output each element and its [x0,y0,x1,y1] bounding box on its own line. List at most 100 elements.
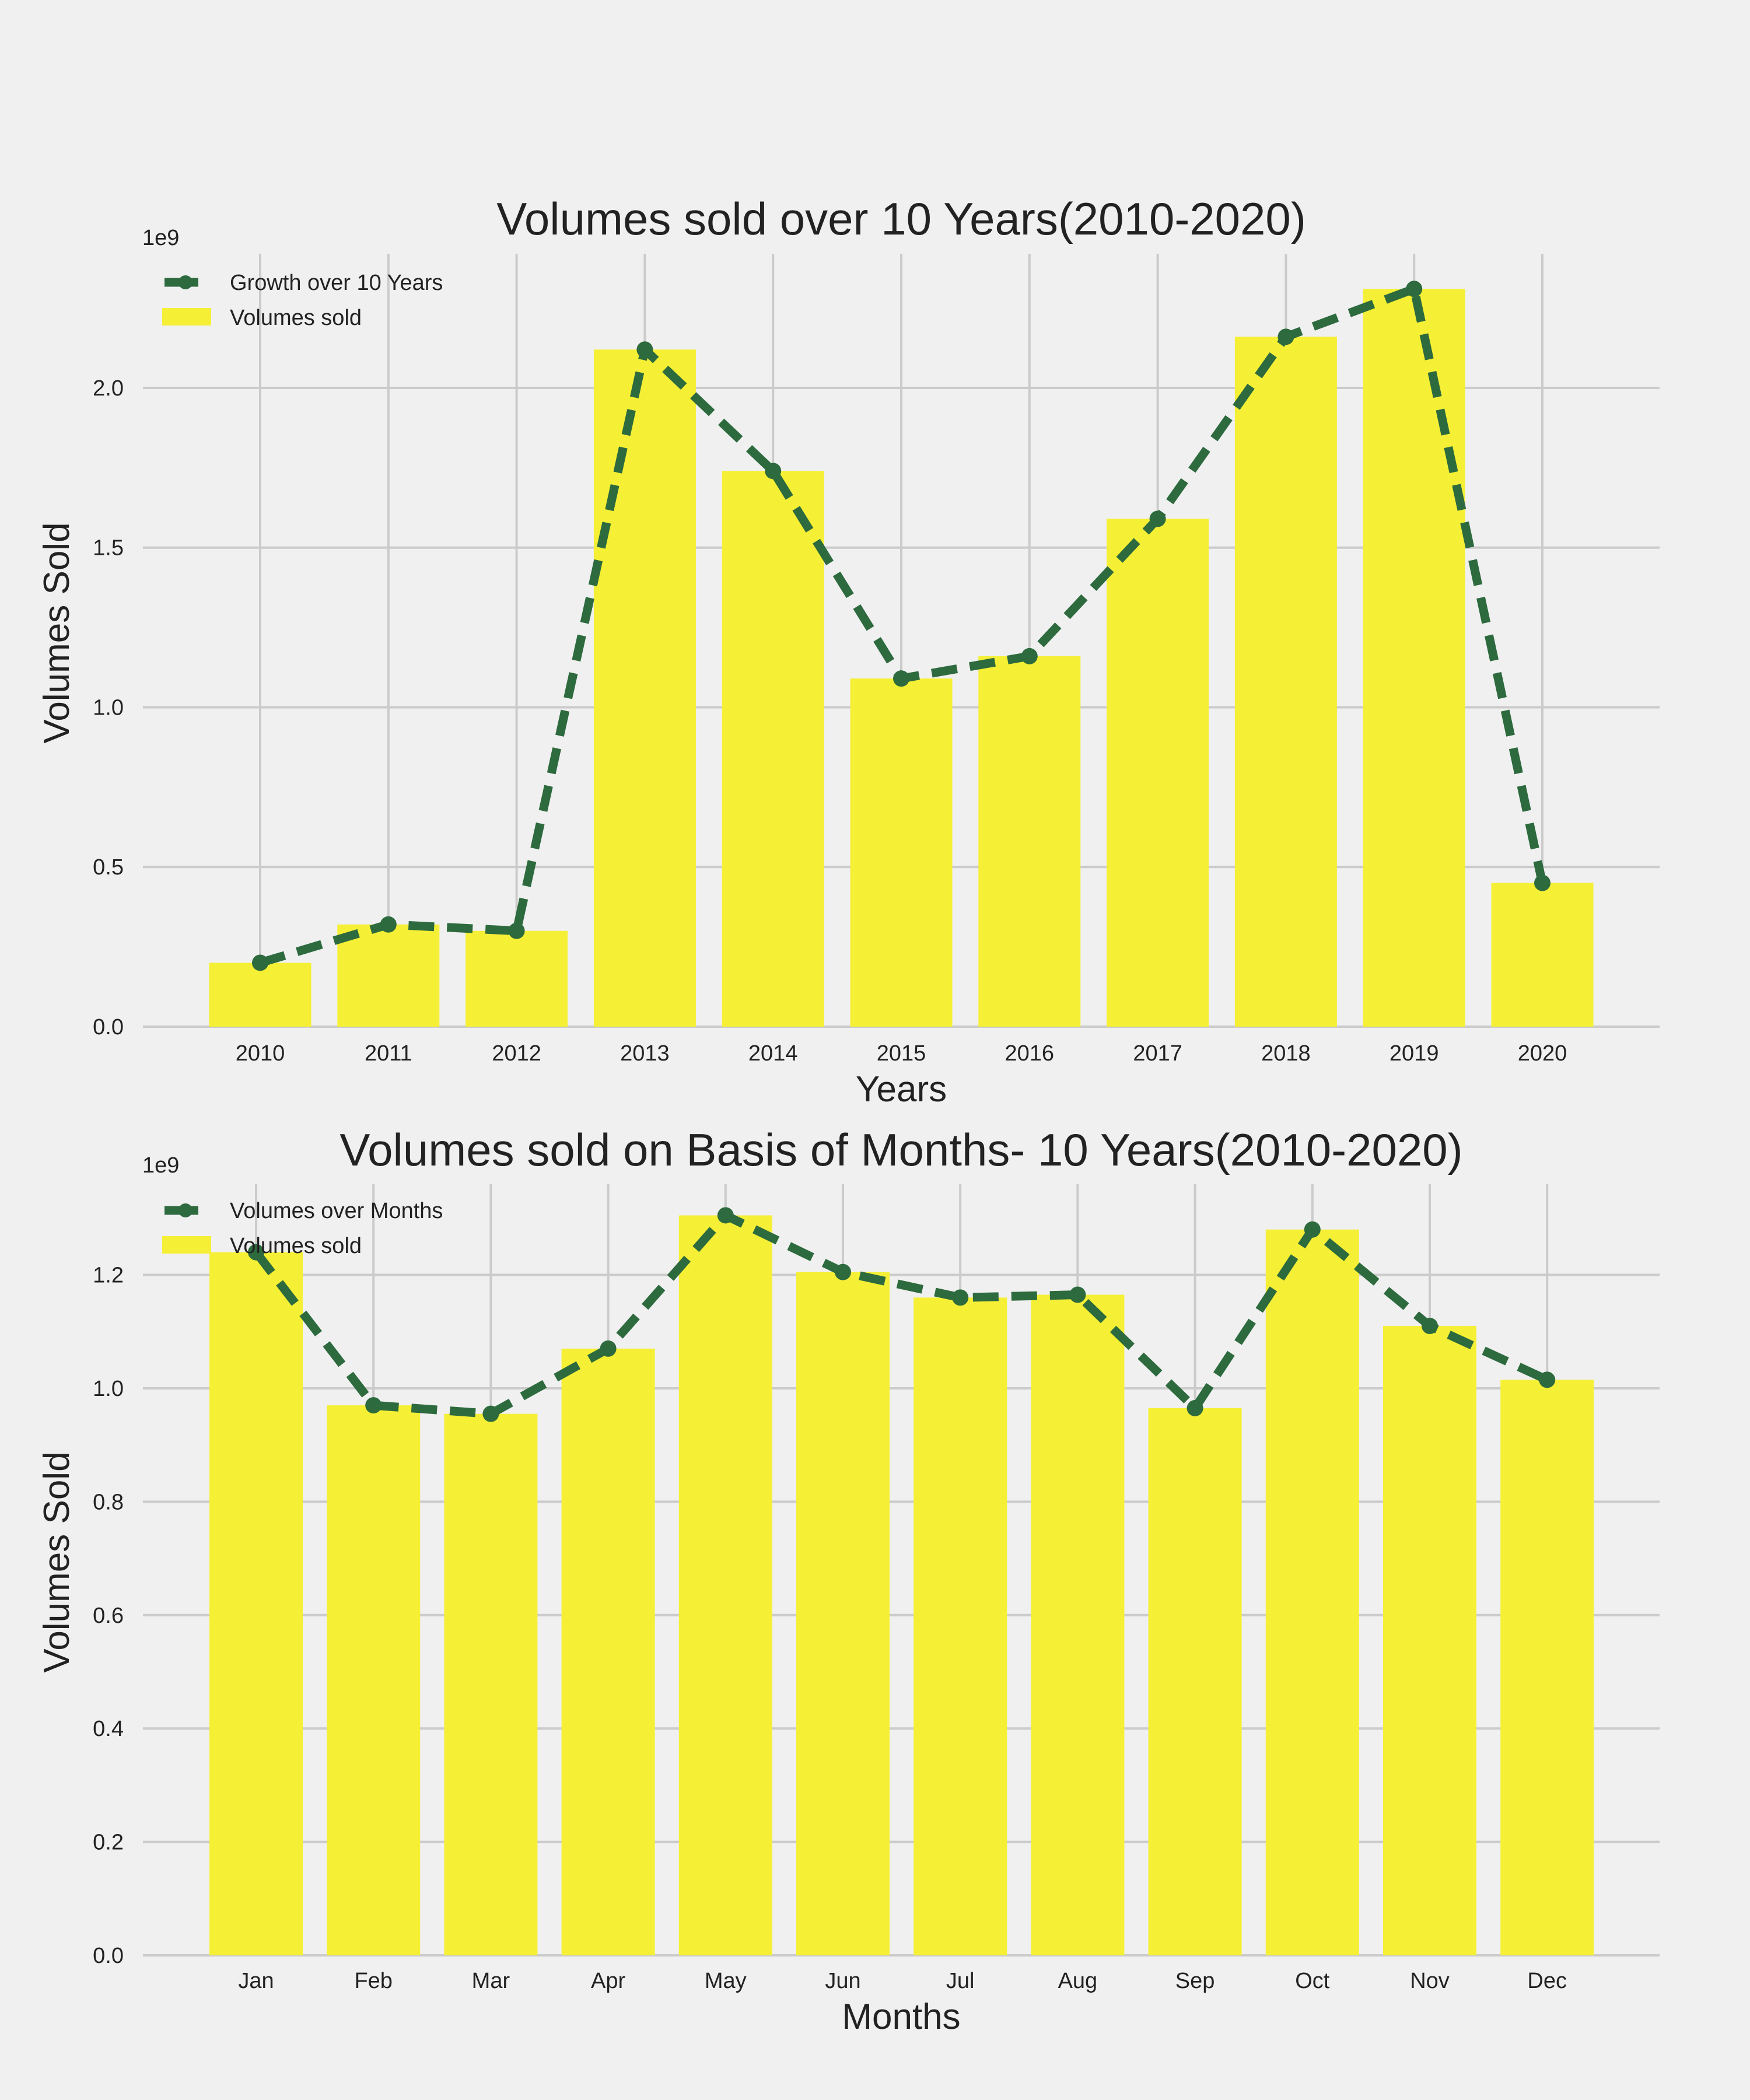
series-point [952,1289,969,1306]
legend-label-growth: Growth over 10 Years [230,271,443,295]
series-point [835,1264,851,1280]
series-point [482,1405,499,1422]
series-point [248,1244,264,1261]
bar [1107,519,1209,1027]
series-point [1534,874,1550,891]
bar [678,1215,772,1955]
x-tick-label: 2015 [877,1041,926,1066]
legend-line-marker [178,1203,192,1217]
monthly-volumes-line [248,1207,1556,1422]
series-point [365,1397,382,1414]
series-point [1406,281,1423,298]
monthly-tick-labels: 0.0 0.2 0.4 0.6 0.8 1.0 1.2 Jan Feb Mar Apr May Jun J… [93,1264,1567,1993]
y-axis-label: Volumes Sold [37,522,77,743]
series-point [1539,1371,1556,1388]
series-point [1278,328,1294,345]
x-tick-label: 2019 [1390,1041,1439,1066]
legend-bar-swatch [162,1236,211,1254]
yearly-growth-line [252,281,1550,971]
x-tick-label: Jul [946,1969,975,1993]
bar [337,924,440,1027]
x-tick-label: 2016 [1005,1041,1055,1066]
legend-label-volumes: Volumes sold [230,1234,362,1258]
monthly-bars [209,1215,1594,1955]
y-tick-label: 1.0 [93,1377,124,1401]
yearly-legend: Growth over 10 Years Volumes sold [162,271,443,330]
x-tick-label: Sep [1175,1969,1215,1993]
yearly-volumes-chart: 0.0 0.5 1.0 1.5 2.0 2010 2011 2012 2013 2014 2015 2… [37,193,1660,1110]
bar [1363,289,1465,1027]
x-tick-label: Oct [1295,1969,1330,1993]
x-tick-label: Dec [1527,1969,1567,1993]
chart-title: Volumes sold on Basis of Months- 10 Year… [340,1124,1462,1175]
bar [1234,337,1337,1027]
series-point [508,922,525,939]
bar [1383,1326,1476,1955]
series-point [717,1207,734,1224]
y-tick-label: 1.0 [93,695,124,720]
series-point [380,916,397,933]
monthly-volumes-chart: 0.0 0.2 0.4 0.6 0.8 1.0 1.2 Jan Feb Mar Apr May Jun J… [37,1124,1660,2037]
x-axis-label: Years [856,1069,947,1110]
series-point [1422,1318,1438,1335]
y-axis-offset-label: 1e9 [142,1153,179,1178]
x-axis-label: Months [842,1997,960,2037]
series-point [765,463,782,480]
y-tick-label: 1.2 [93,1264,124,1288]
series-point [1186,1399,1203,1416]
bar [978,656,1081,1027]
legend-label-volumes: Volumes sold [230,306,362,330]
series-line [253,1210,1549,1419]
y-tick-label: 2.0 [93,376,124,401]
x-tick-label: Nov [1410,1969,1450,1993]
y-axis-offset-label: 1e9 [142,226,179,250]
yearly-bars [209,289,1594,1027]
bar [914,1297,1007,1955]
y-tick-label: 0.4 [93,1717,124,1741]
series-point [1021,648,1038,664]
legend-line-marker [178,275,192,289]
monthly-legend: Volumes over Months Volumes sold [162,1199,443,1258]
bar [209,1252,303,1955]
series-point [252,954,268,971]
chart-title: Volumes sold over 10 Years(2010-2020) [496,193,1306,244]
bar [850,678,953,1027]
y-axis-label: Volumes Sold [37,1451,77,1672]
bar [209,963,312,1027]
x-tick-label: Aug [1058,1969,1098,1993]
y-tick-label: 0.8 [93,1490,124,1514]
bar [796,1272,890,1955]
bar [327,1405,421,1955]
x-tick-label: 2012 [492,1041,541,1066]
series-point [893,670,909,687]
x-tick-label: Jun [825,1969,860,1993]
series-point [636,341,653,358]
x-tick-label: 2013 [620,1041,670,1066]
x-tick-label: Jan [238,1969,274,1993]
x-tick-label: Feb [354,1969,392,1993]
x-tick-label: Apr [591,1969,625,1993]
series-point [1149,510,1166,527]
bar [1148,1408,1242,1955]
series-point [1304,1221,1321,1238]
bar [1500,1380,1594,1955]
bar [1265,1229,1359,1955]
x-tick-label: 2010 [236,1041,285,1066]
series-point [1069,1286,1086,1303]
legend-bar-swatch [162,308,211,326]
y-tick-label: 0.0 [93,1944,124,1968]
x-tick-label: 2018 [1261,1041,1311,1066]
bar [561,1348,655,1955]
bar [593,349,696,1027]
x-tick-label: Mar [472,1969,510,1993]
y-tick-label: 1.5 [93,536,124,561]
y-tick-label: 0.6 [93,1604,124,1628]
x-tick-label: 2020 [1518,1041,1567,1066]
yearly-tick-labels: 0.0 0.5 1.0 1.5 2.0 2010 2011 2012 2013 2014 2015 2… [93,376,1567,1066]
bar [444,1413,538,1955]
bar [466,930,568,1027]
bar [722,471,824,1027]
y-tick-label: 0.0 [93,1015,124,1040]
x-tick-label: May [705,1969,747,1993]
